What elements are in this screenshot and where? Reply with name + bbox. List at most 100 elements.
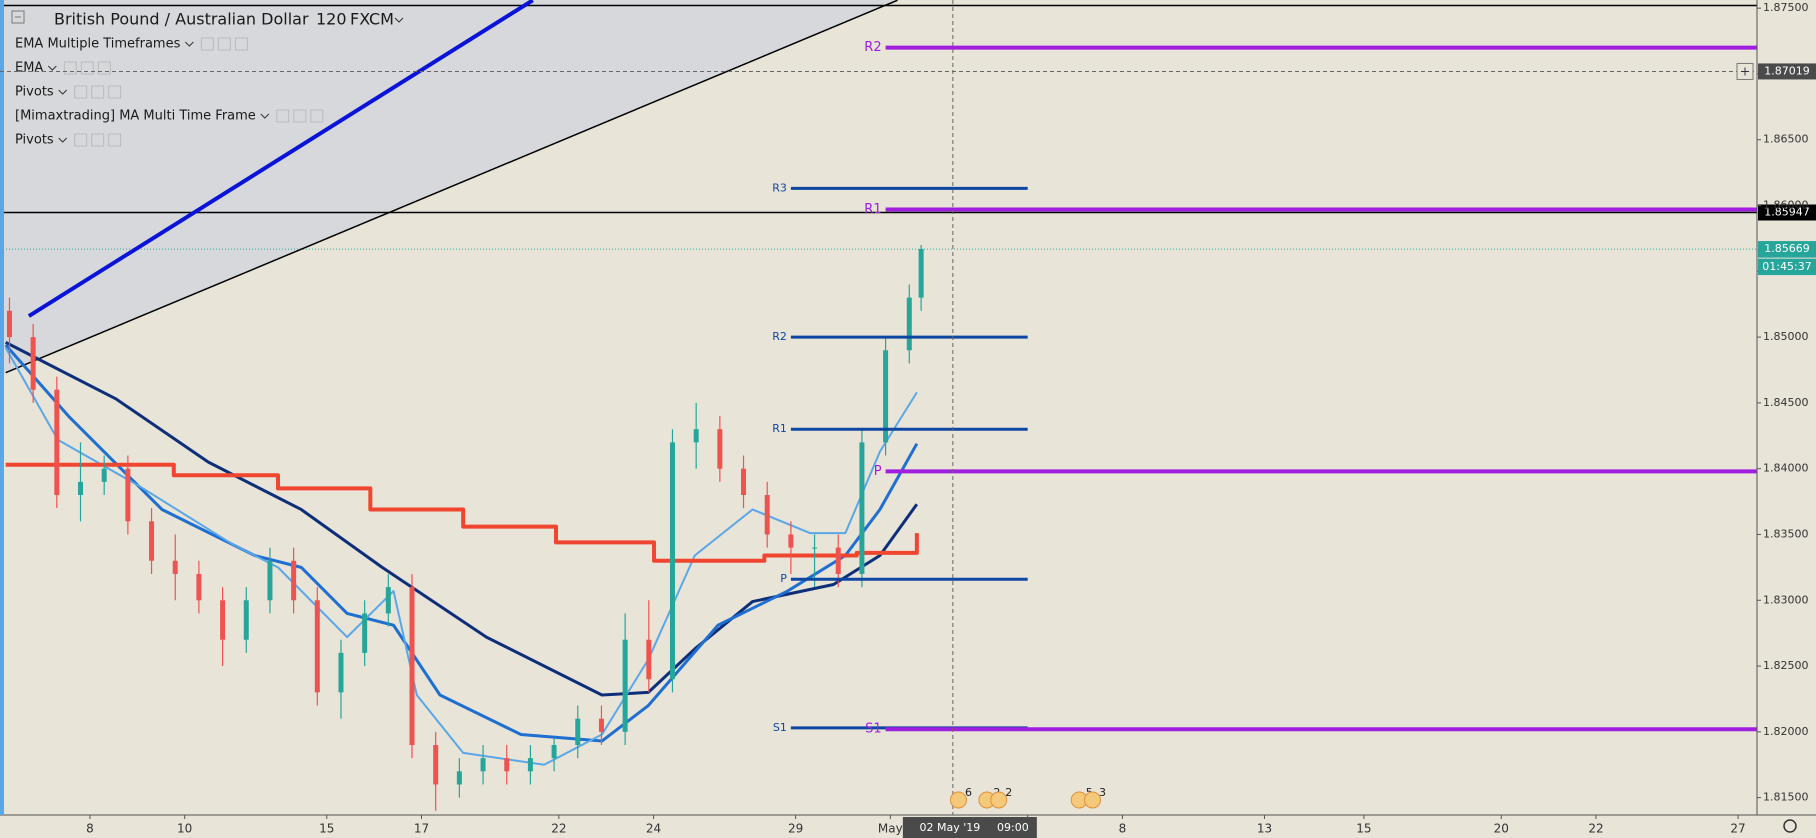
x-tick-label: 15 bbox=[1356, 822, 1371, 836]
event-count: 6 bbox=[965, 786, 972, 799]
trend-line bbox=[5, 0, 898, 374]
candle-body bbox=[764, 495, 770, 535]
candle-body bbox=[30, 337, 36, 390]
settings-button[interactable] bbox=[1783, 819, 1797, 833]
candle-body bbox=[456, 771, 462, 785]
x-tick-label: 8 bbox=[86, 822, 94, 836]
indicator-button[interactable] bbox=[234, 37, 248, 51]
candle-body bbox=[788, 534, 794, 548]
indicator-menu[interactable] bbox=[58, 89, 68, 95]
x-tick-label: 22 bbox=[1588, 822, 1603, 836]
pivot-label: S1 bbox=[865, 722, 882, 737]
indicator-menu[interactable] bbox=[58, 137, 68, 143]
indicator-button[interactable] bbox=[91, 133, 105, 147]
candle-body bbox=[669, 442, 675, 680]
collapse-button[interactable] bbox=[11, 10, 25, 24]
last-price-label: 1.85669 bbox=[1764, 242, 1810, 255]
indicator-button[interactable] bbox=[91, 85, 105, 99]
indicator-button[interactable] bbox=[200, 37, 214, 51]
candle-body bbox=[6, 310, 12, 338]
y-tick-label: 1.82000 bbox=[1763, 725, 1809, 738]
y-tick-label: 1.83500 bbox=[1763, 527, 1809, 540]
candle-body bbox=[101, 468, 107, 482]
indicator-button[interactable] bbox=[310, 109, 324, 123]
indicator-button[interactable] bbox=[293, 109, 307, 123]
price-tag bbox=[1758, 204, 1816, 221]
event-count: 2 bbox=[1005, 786, 1012, 799]
candle-body bbox=[267, 560, 273, 601]
indicator-button[interactable] bbox=[108, 85, 122, 99]
pivot-label: R3 bbox=[772, 181, 787, 194]
indicator-label: EMA Multiple Timeframes bbox=[15, 37, 181, 52]
candle-body bbox=[362, 613, 368, 653]
crosshair-date: 02 May '19 bbox=[919, 821, 980, 834]
pivot-label: S1 bbox=[773, 721, 787, 734]
indicator-menu[interactable] bbox=[260, 113, 270, 119]
x-tick-label: 10 bbox=[177, 822, 192, 836]
x-tick-label: 27 bbox=[1730, 822, 1745, 836]
countdown: 01:45:37 bbox=[1762, 260, 1811, 273]
candle-body bbox=[220, 600, 226, 640]
candle-body bbox=[172, 560, 178, 574]
candle-body bbox=[859, 442, 865, 574]
candle-body bbox=[598, 718, 604, 732]
candle-body bbox=[243, 600, 249, 640]
candle-body bbox=[551, 745, 557, 759]
candle-body bbox=[54, 389, 60, 495]
legend: British Pound / Australian Dollar 120 FX… bbox=[11, 10, 404, 148]
symbol-title: British Pound / Australian Dollar bbox=[54, 10, 309, 29]
indicator-button[interactable] bbox=[74, 85, 88, 99]
indicator-button[interactable] bbox=[74, 133, 88, 147]
indicator-button[interactable] bbox=[97, 61, 111, 75]
x-tick-label: 17 bbox=[414, 822, 429, 836]
candle-body bbox=[433, 745, 439, 785]
y-tick-label: 1.87500 bbox=[1763, 1, 1809, 14]
indicator-button[interactable] bbox=[217, 37, 231, 51]
event-icon[interactable] bbox=[1084, 791, 1102, 809]
symbol-menu[interactable] bbox=[394, 17, 404, 23]
crosshair-time: 09:00 bbox=[997, 821, 1029, 834]
candle-body bbox=[812, 547, 818, 549]
event-icon[interactable] bbox=[990, 791, 1008, 809]
plot-area: R3 R2 R1 P S1 R2 R1 P S1 bbox=[0, 0, 1757, 811]
y-tick-label: 1.84500 bbox=[1763, 396, 1809, 409]
x-tick-label: May bbox=[878, 822, 903, 836]
indicator-button[interactable] bbox=[80, 61, 94, 75]
y-tick-label: 1.82500 bbox=[1763, 659, 1809, 672]
indicator-menu[interactable] bbox=[47, 65, 57, 71]
candle-body bbox=[385, 587, 391, 614]
candle-body bbox=[338, 652, 344, 693]
candle-body bbox=[196, 573, 202, 601]
indicator-button[interactable] bbox=[63, 61, 77, 75]
indicator-label: Pivots bbox=[15, 133, 54, 148]
candle-body bbox=[918, 248, 924, 298]
crosshair-date-tag bbox=[902, 817, 1037, 838]
candle-body bbox=[906, 297, 912, 351]
x-tick-label: 20 bbox=[1494, 822, 1509, 836]
indicator-button[interactable] bbox=[276, 109, 290, 123]
price-tag-label: 1.85947 bbox=[1764, 206, 1810, 219]
event-count: 3 bbox=[1099, 786, 1106, 799]
candle-body bbox=[527, 758, 533, 772]
pivot-label: R1 bbox=[772, 422, 787, 435]
candle-body bbox=[504, 758, 510, 772]
indicator-button[interactable] bbox=[108, 133, 122, 147]
x-tick-label: 29 bbox=[788, 822, 803, 836]
candle-body bbox=[78, 481, 84, 495]
ma-line bbox=[4, 347, 918, 766]
candle-body bbox=[883, 350, 889, 443]
x-tick-label: 13 bbox=[1257, 822, 1272, 836]
crosshair-price-tag bbox=[1758, 63, 1816, 80]
candle-body bbox=[480, 758, 486, 772]
candle-body bbox=[622, 639, 628, 732]
pivot-label: P bbox=[874, 464, 882, 479]
source: FXCM bbox=[350, 10, 394, 29]
y-tick-label: 1.83000 bbox=[1763, 593, 1809, 606]
indicator-label: Pivots bbox=[15, 85, 54, 100]
event-icon[interactable] bbox=[949, 791, 967, 809]
candle-body bbox=[693, 429, 699, 443]
x-tick-label: 8 bbox=[1119, 822, 1127, 836]
pivot-label: R2 bbox=[772, 330, 787, 343]
indicator-menu[interactable] bbox=[185, 41, 194, 47]
